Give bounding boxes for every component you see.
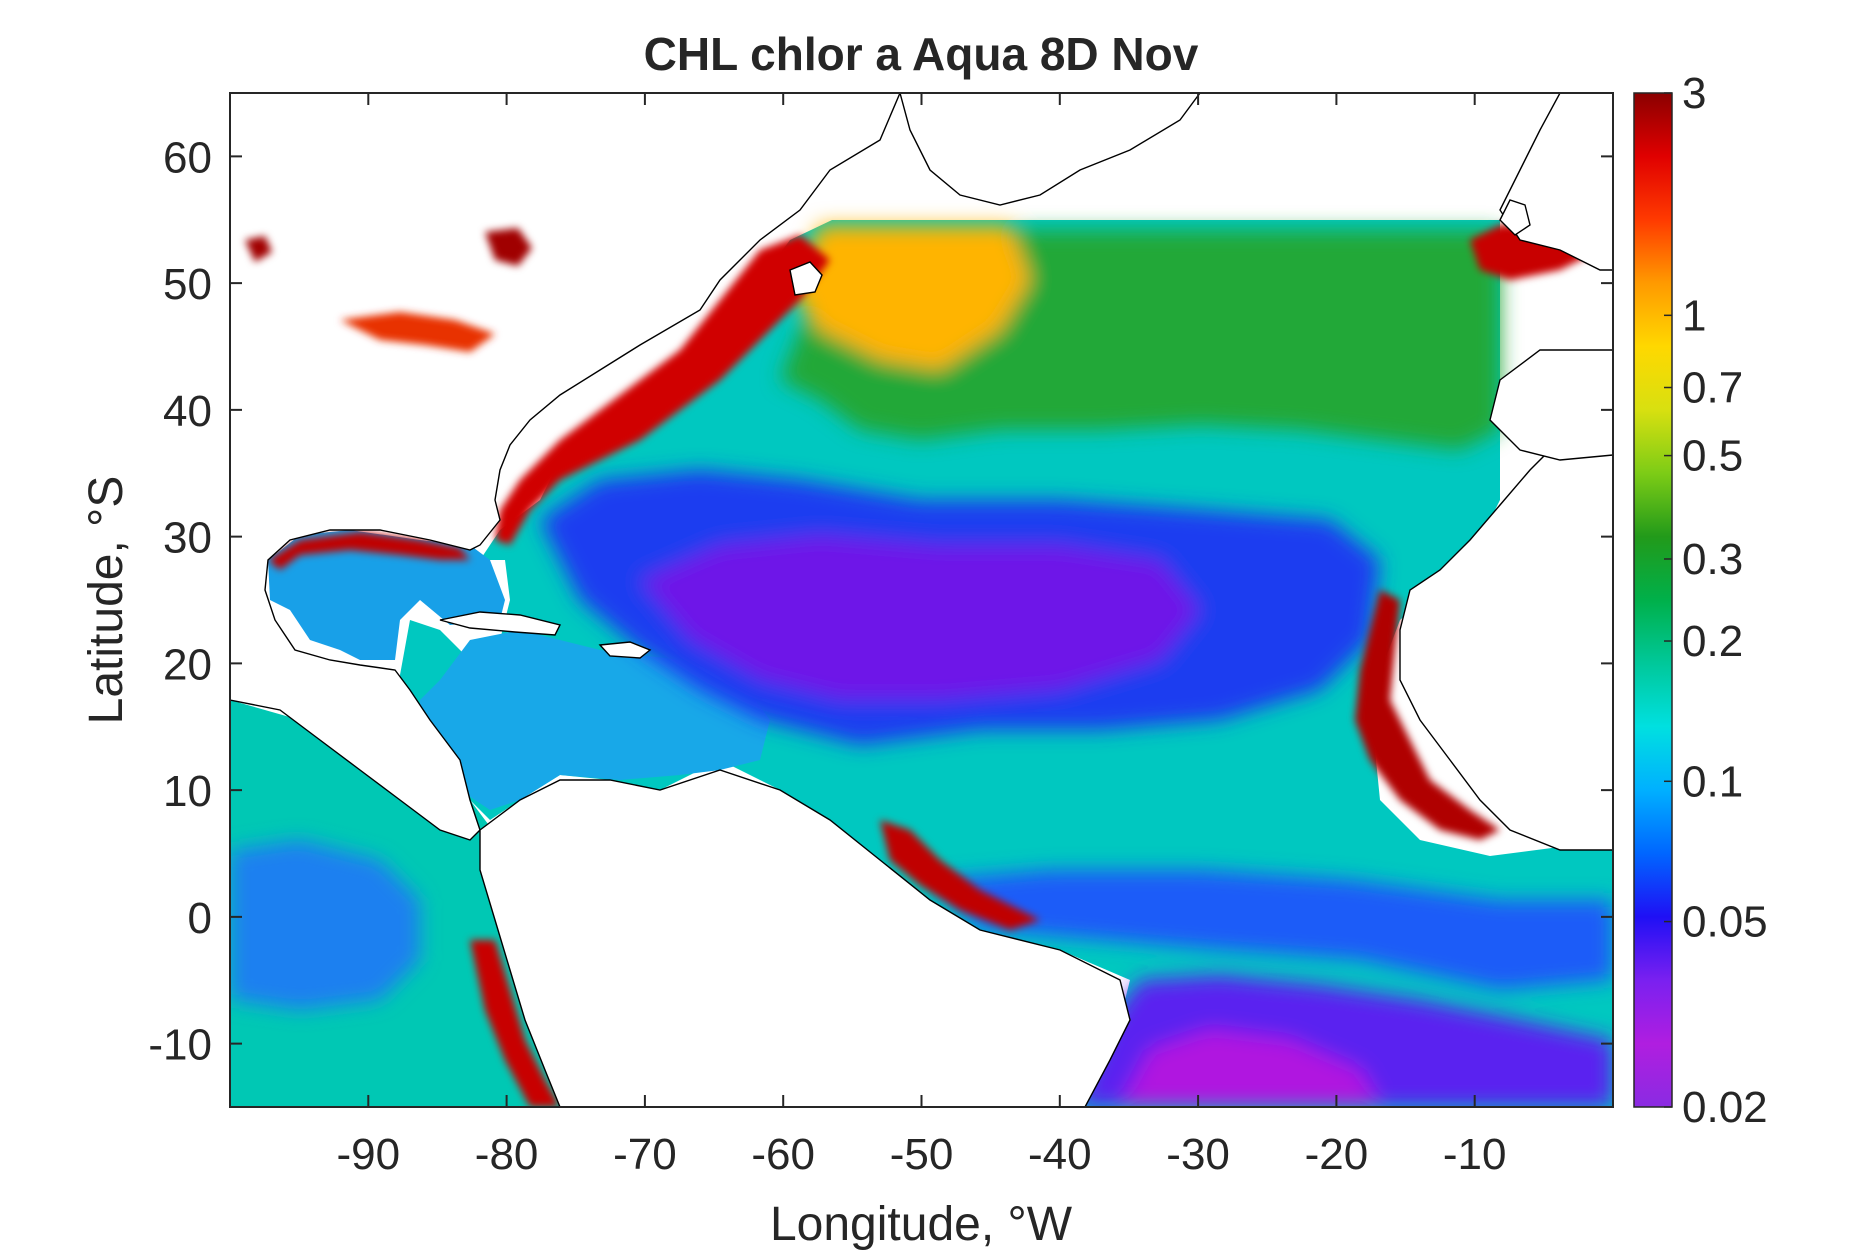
lake-winnipeg-inland	[485, 228, 532, 266]
colorbar-tick-label: 0.5	[1682, 432, 1743, 481]
x-tick-label: -60	[751, 1130, 815, 1179]
y-tick-label: 50	[163, 260, 212, 309]
colorbar-tick-label: 0.02	[1682, 1083, 1768, 1132]
colorbar-ramp	[1634, 93, 1672, 1107]
y-axis: -10 0 10 20 30 40 50 60	[148, 133, 1613, 1070]
colorbar-tick-label: 0.2	[1682, 617, 1743, 666]
colorbar-tick-label: 0.1	[1682, 757, 1743, 806]
land-masses	[230, 93, 1613, 1107]
cuba-island	[439, 611, 562, 636]
colorbar-frame	[1633, 92, 1673, 1108]
y-tick-label: 30	[163, 514, 212, 563]
x-axis-label: Longitude, °W	[770, 1198, 1073, 1250]
colorbar-tick-label: 0.7	[1682, 364, 1743, 413]
africa-land	[1399, 439, 1613, 851]
hispaniola-island	[598, 641, 652, 659]
iberia-land	[1489, 349, 1613, 461]
y-tick-label: 20	[163, 640, 212, 689]
y-axis-label: Latitude, °S	[80, 476, 133, 725]
greenland-land	[899, 93, 1201, 206]
great-lakes-inland	[340, 312, 495, 352]
y-tick-label: 0	[188, 894, 212, 943]
lake-small-inland	[245, 236, 272, 262]
colorbar-tick-label: 0.3	[1682, 535, 1743, 584]
ocean-chlorophyll-field	[230, 220, 1613, 1107]
colorbar-tick-label: 0.05	[1682, 898, 1768, 947]
amazon-plume-bloom	[880, 820, 1040, 930]
x-tick-label: -40	[1028, 1130, 1092, 1179]
gulf-coast-bloom	[268, 532, 470, 570]
newfoundland-yellow-zone	[790, 225, 1030, 370]
y-tick-label: -10	[148, 1021, 212, 1070]
north-america-land	[230, 93, 901, 841]
colorbar-tick-label: 1	[1682, 291, 1706, 340]
y-tick-label: 60	[163, 133, 212, 182]
x-axis: -90 -80 -70 -60 -50 -40 -30 -20 -10	[337, 93, 1507, 1179]
pacific-blue-patch	[230, 840, 420, 1010]
peru-coastal-bloom	[470, 940, 560, 1107]
y-tick-label: 10	[163, 767, 212, 816]
chart-title: CHL chlor a Aqua 8D Nov	[644, 28, 1199, 80]
south-atlantic-magenta-core	[1120, 1030, 1380, 1107]
nw-africa-upwelling	[1355, 590, 1500, 840]
colorbar-ticks: 0.02 0.05 0.1 0.2 0.3 0.5 0.7 1 3	[1664, 69, 1768, 1132]
x-tick-label: -90	[337, 1130, 401, 1179]
newfoundland-island	[789, 261, 823, 296]
x-tick-label: -80	[475, 1130, 539, 1179]
map-area	[230, 93, 1613, 1107]
equatorial-blue-band	[930, 870, 1613, 990]
us-east-coast-bloom	[495, 235, 830, 545]
sargasso-violet-core	[640, 535, 1200, 700]
x-tick-label: -50	[890, 1130, 954, 1179]
y-tick-label: 40	[163, 387, 212, 436]
south-america-land	[479, 769, 1131, 1107]
colorbar-tick-label: 3	[1682, 69, 1706, 118]
caribbean-gulf-base	[268, 530, 505, 660]
x-tick-label: -70	[613, 1130, 677, 1179]
colorbar: 0.02 0.05 0.1 0.2 0.3 0.5 0.7 1 3	[1633, 69, 1768, 1132]
x-tick-label: -30	[1166, 1130, 1230, 1179]
x-tick-label: -10	[1443, 1130, 1507, 1179]
british-isles	[1499, 199, 1531, 236]
x-tick-label: -20	[1305, 1130, 1369, 1179]
